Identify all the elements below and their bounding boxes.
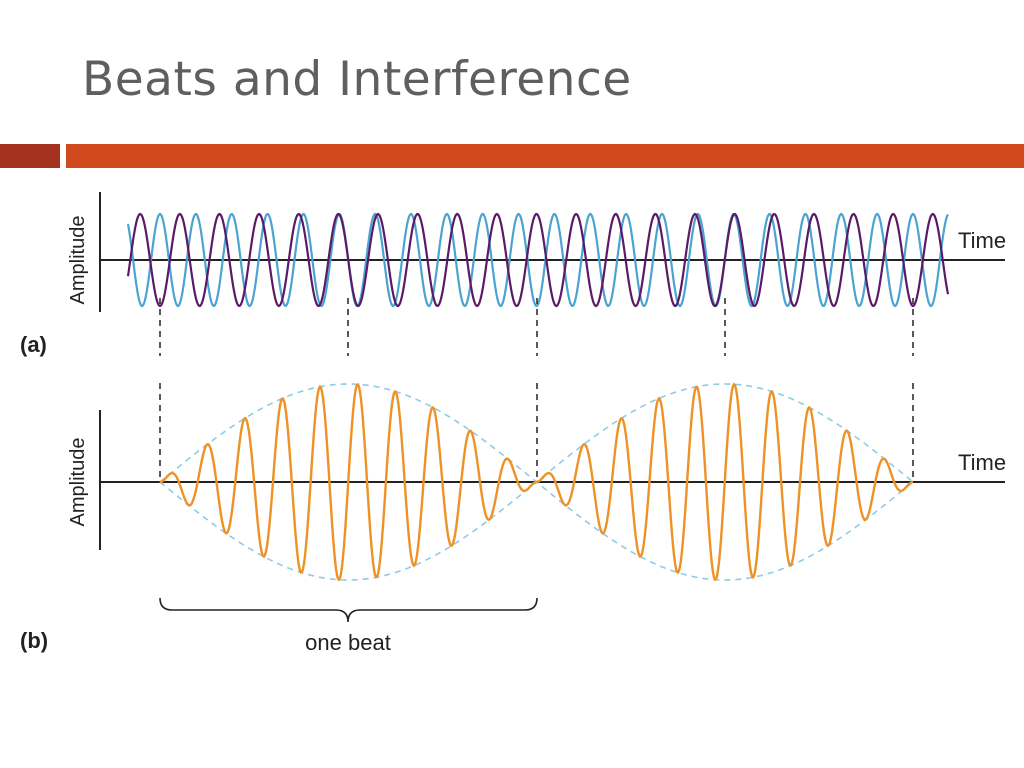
panel-b: Time Amplitude (b) — [20, 382, 1006, 653]
panel-a-wave-1 — [126, 212, 949, 308]
beat-label: one beat — [305, 630, 391, 655]
beat-bracket-shape — [159, 597, 538, 623]
panel-b-resultant-wave — [159, 382, 914, 582]
panel-b-label: (b) — [20, 628, 48, 653]
panel-a-amplitude-label: Amplitude — [67, 216, 89, 305]
panel-b-time-label: Time — [958, 450, 1006, 475]
title-accent-bar-dark — [0, 144, 60, 168]
panel-a-label: (a) — [20, 332, 47, 357]
panel-a-wave-2 — [126, 212, 950, 308]
slide-title: Beats and Interference — [82, 52, 632, 107]
panel-b-amplitude-label: Amplitude — [67, 438, 89, 527]
panel-a-time-label: Time — [958, 228, 1006, 253]
beat-guides — [159, 298, 914, 482]
panel-a: Time Amplitude (a) — [20, 192, 1006, 357]
title-accent-bar — [66, 144, 1024, 168]
beat-bracket: one beat — [159, 597, 538, 655]
